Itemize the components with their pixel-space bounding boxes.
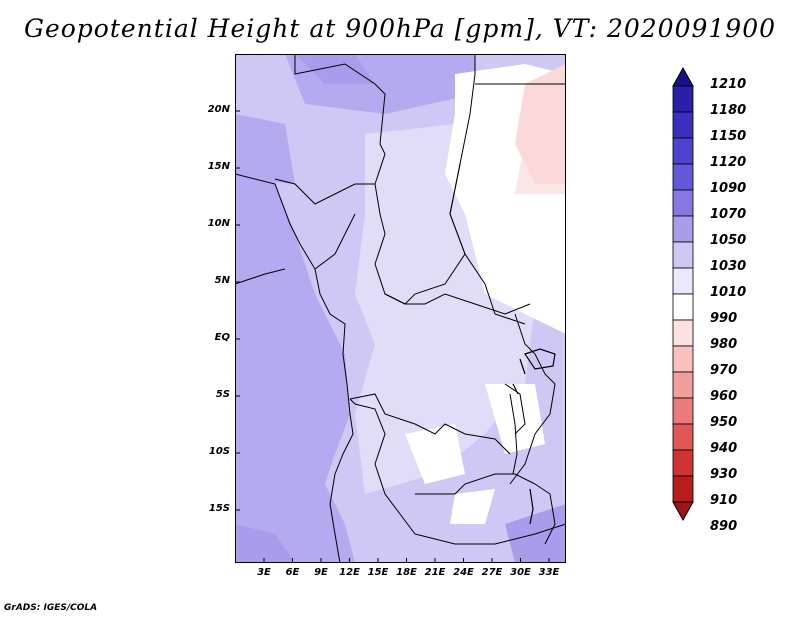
colorbar-label: 890 xyxy=(710,519,738,534)
colorbar-label: 970 xyxy=(710,363,738,378)
lon-label: 21E xyxy=(424,567,446,578)
lat-label: EQ xyxy=(214,332,230,343)
field-pink-ne xyxy=(515,64,566,184)
colorbar-label: 1120 xyxy=(710,155,747,170)
colorbar-label: 1210 xyxy=(710,77,747,92)
lon-label: 27E xyxy=(481,567,503,578)
lat-label: 20N xyxy=(207,104,230,115)
colorbar-label: 1090 xyxy=(710,181,747,196)
lat-label: 10S xyxy=(208,446,230,457)
border-east xyxy=(509,313,556,485)
border-zambia xyxy=(415,473,536,495)
lat-label: 5N xyxy=(214,275,230,286)
colorbar-label: 930 xyxy=(710,467,738,482)
colorbar-segment xyxy=(672,137,694,165)
colorbar-segment xyxy=(672,345,694,373)
colorbar-label: 960 xyxy=(710,389,738,404)
colorbar-segment xyxy=(672,397,694,425)
lake-victoria xyxy=(524,348,556,370)
geopotential-map xyxy=(235,54,566,563)
map-title: Geopotential Height at 900hPa [gpm], VT:… xyxy=(23,14,777,43)
colorbar-label: 1050 xyxy=(710,233,747,248)
lon-label: 24E xyxy=(453,567,474,578)
lat-label: 15S xyxy=(208,503,230,514)
border-ghana xyxy=(235,268,286,285)
colorbar-segment xyxy=(672,215,694,243)
field-nw-dark xyxy=(295,54,375,84)
border-lake-tanganyika xyxy=(509,393,518,475)
field-ocean-west xyxy=(235,174,355,563)
border-nigeria xyxy=(274,178,375,205)
lon-label: 3E xyxy=(257,567,271,578)
colorbar-segment xyxy=(672,319,694,347)
lake-albert xyxy=(519,358,526,375)
lon-label: 6E xyxy=(285,567,300,578)
colorbar-segment xyxy=(672,111,694,139)
lake-kivu xyxy=(512,383,519,395)
colorbar-label: 990 xyxy=(710,311,738,326)
border-mozambique xyxy=(534,483,556,545)
field-white-blob3 xyxy=(450,489,495,524)
colorbar-label: 1180 xyxy=(710,103,747,118)
lon-label: 33E xyxy=(538,567,560,578)
lake-malawi xyxy=(529,488,534,525)
border-cameroon xyxy=(314,213,356,270)
colorbar-label: 1030 xyxy=(710,259,747,274)
colorbar-label: 1150 xyxy=(710,129,747,144)
lat-label: 5S xyxy=(215,389,230,400)
lon-label: 30E xyxy=(510,567,531,578)
border-chad-sudan xyxy=(449,163,526,325)
border-drc-south xyxy=(349,393,511,455)
colorbar-label: 980 xyxy=(710,337,738,352)
field-sw-dark xyxy=(235,524,295,563)
border-great-lakes xyxy=(504,383,526,435)
map-frame xyxy=(235,54,566,563)
lon-label: 18E xyxy=(396,567,417,578)
colorbar-label: 1070 xyxy=(710,207,747,222)
colorbar-segment xyxy=(672,423,694,451)
colorbar-segment xyxy=(672,475,694,503)
colorbar-segment xyxy=(672,449,694,477)
colorbar-segment xyxy=(672,267,694,295)
border-coast-west xyxy=(235,173,354,563)
colorbar-label: 950 xyxy=(710,415,738,430)
field-white-blob1 xyxy=(405,424,465,484)
grads-credit: GrADS: IGES/COLA xyxy=(4,603,98,613)
lat-label: 15N xyxy=(207,161,230,172)
colorbar-segment xyxy=(672,293,694,321)
colorbar-segment xyxy=(672,241,694,269)
colorbar-segment xyxy=(672,371,694,399)
colorbar-segment xyxy=(672,189,694,217)
lat-label: 10N xyxy=(207,218,230,229)
colorbar-segment xyxy=(672,163,694,191)
colorbar-top-arrow xyxy=(672,66,694,87)
colorbar-label: 940 xyxy=(710,441,738,456)
colorbar xyxy=(672,66,694,522)
lon-label: 9E xyxy=(314,567,328,578)
lon-label: 15E xyxy=(367,567,389,578)
tick-marks xyxy=(235,110,550,563)
colorbar-bottom-arrow xyxy=(672,501,694,522)
field-white-blob2 xyxy=(485,384,545,454)
colorbar-label: 1010 xyxy=(710,285,747,300)
colorbar-segment xyxy=(672,85,694,113)
field-west-africa xyxy=(235,114,295,184)
border-angola xyxy=(349,398,416,535)
lon-label: 12E xyxy=(339,567,360,578)
border-south xyxy=(414,523,566,545)
colorbar-label: 910 xyxy=(710,493,738,508)
border-car-drc xyxy=(384,293,531,315)
